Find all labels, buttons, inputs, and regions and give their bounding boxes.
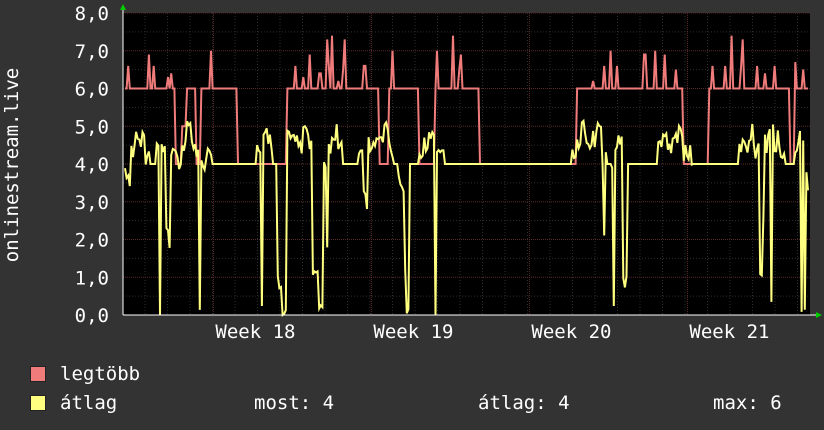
y-tick-label: 6,0 (75, 79, 109, 101)
stat-avg: átlag: 4 (478, 393, 570, 413)
y-tick-label: 5,0 (75, 116, 109, 138)
y-tick-label: 1,0 (75, 267, 109, 289)
stat-most-label: most: (254, 392, 312, 414)
y-tick-label: 0,0 (75, 305, 109, 327)
stat-max-value: 6 (770, 392, 782, 414)
legend-label-avg: átlag (60, 392, 118, 414)
stat-max-label: max: (713, 392, 759, 414)
x-tick-label: Week 18 (215, 321, 295, 343)
series-line-atlag (124, 118, 809, 318)
stat-most-value: 4 (322, 392, 335, 414)
x-tick-label: Week 19 (373, 321, 453, 343)
x-axis-arrow (816, 312, 822, 318)
y-axis-title: onlinestream.live (1, 68, 23, 262)
stat-max: max: 6 (713, 393, 782, 413)
legend-swatch-avg (30, 395, 46, 411)
stat-avg-value: 4 (558, 392, 570, 414)
x-tick-label: Week 21 (689, 321, 769, 343)
y-axis-arrow (120, 4, 126, 10)
legend-label-max: legtöbb (60, 363, 141, 385)
y-tick-label: 4,0 (75, 154, 109, 176)
y-tick-label: 7,0 (75, 41, 109, 63)
stat-avg-label: átlag: (478, 392, 547, 414)
y-tick-label: 8,0 (75, 3, 109, 25)
y-tick-label: 3,0 (75, 192, 109, 214)
x-tick-label: Week 20 (531, 321, 611, 343)
legend-swatch-max (30, 366, 46, 382)
legend-item-avg: átlag most: 4 átlag: 4 max: 6 (30, 393, 810, 413)
chart: 0,0 1,0 2,0 3,0 4,0 5,0 6,0 7,0 8,0 Week 18 Week 1… (1, 3, 822, 343)
y-tick-label: 2,0 (75, 230, 109, 252)
stat-most: most: 4 (254, 393, 334, 413)
